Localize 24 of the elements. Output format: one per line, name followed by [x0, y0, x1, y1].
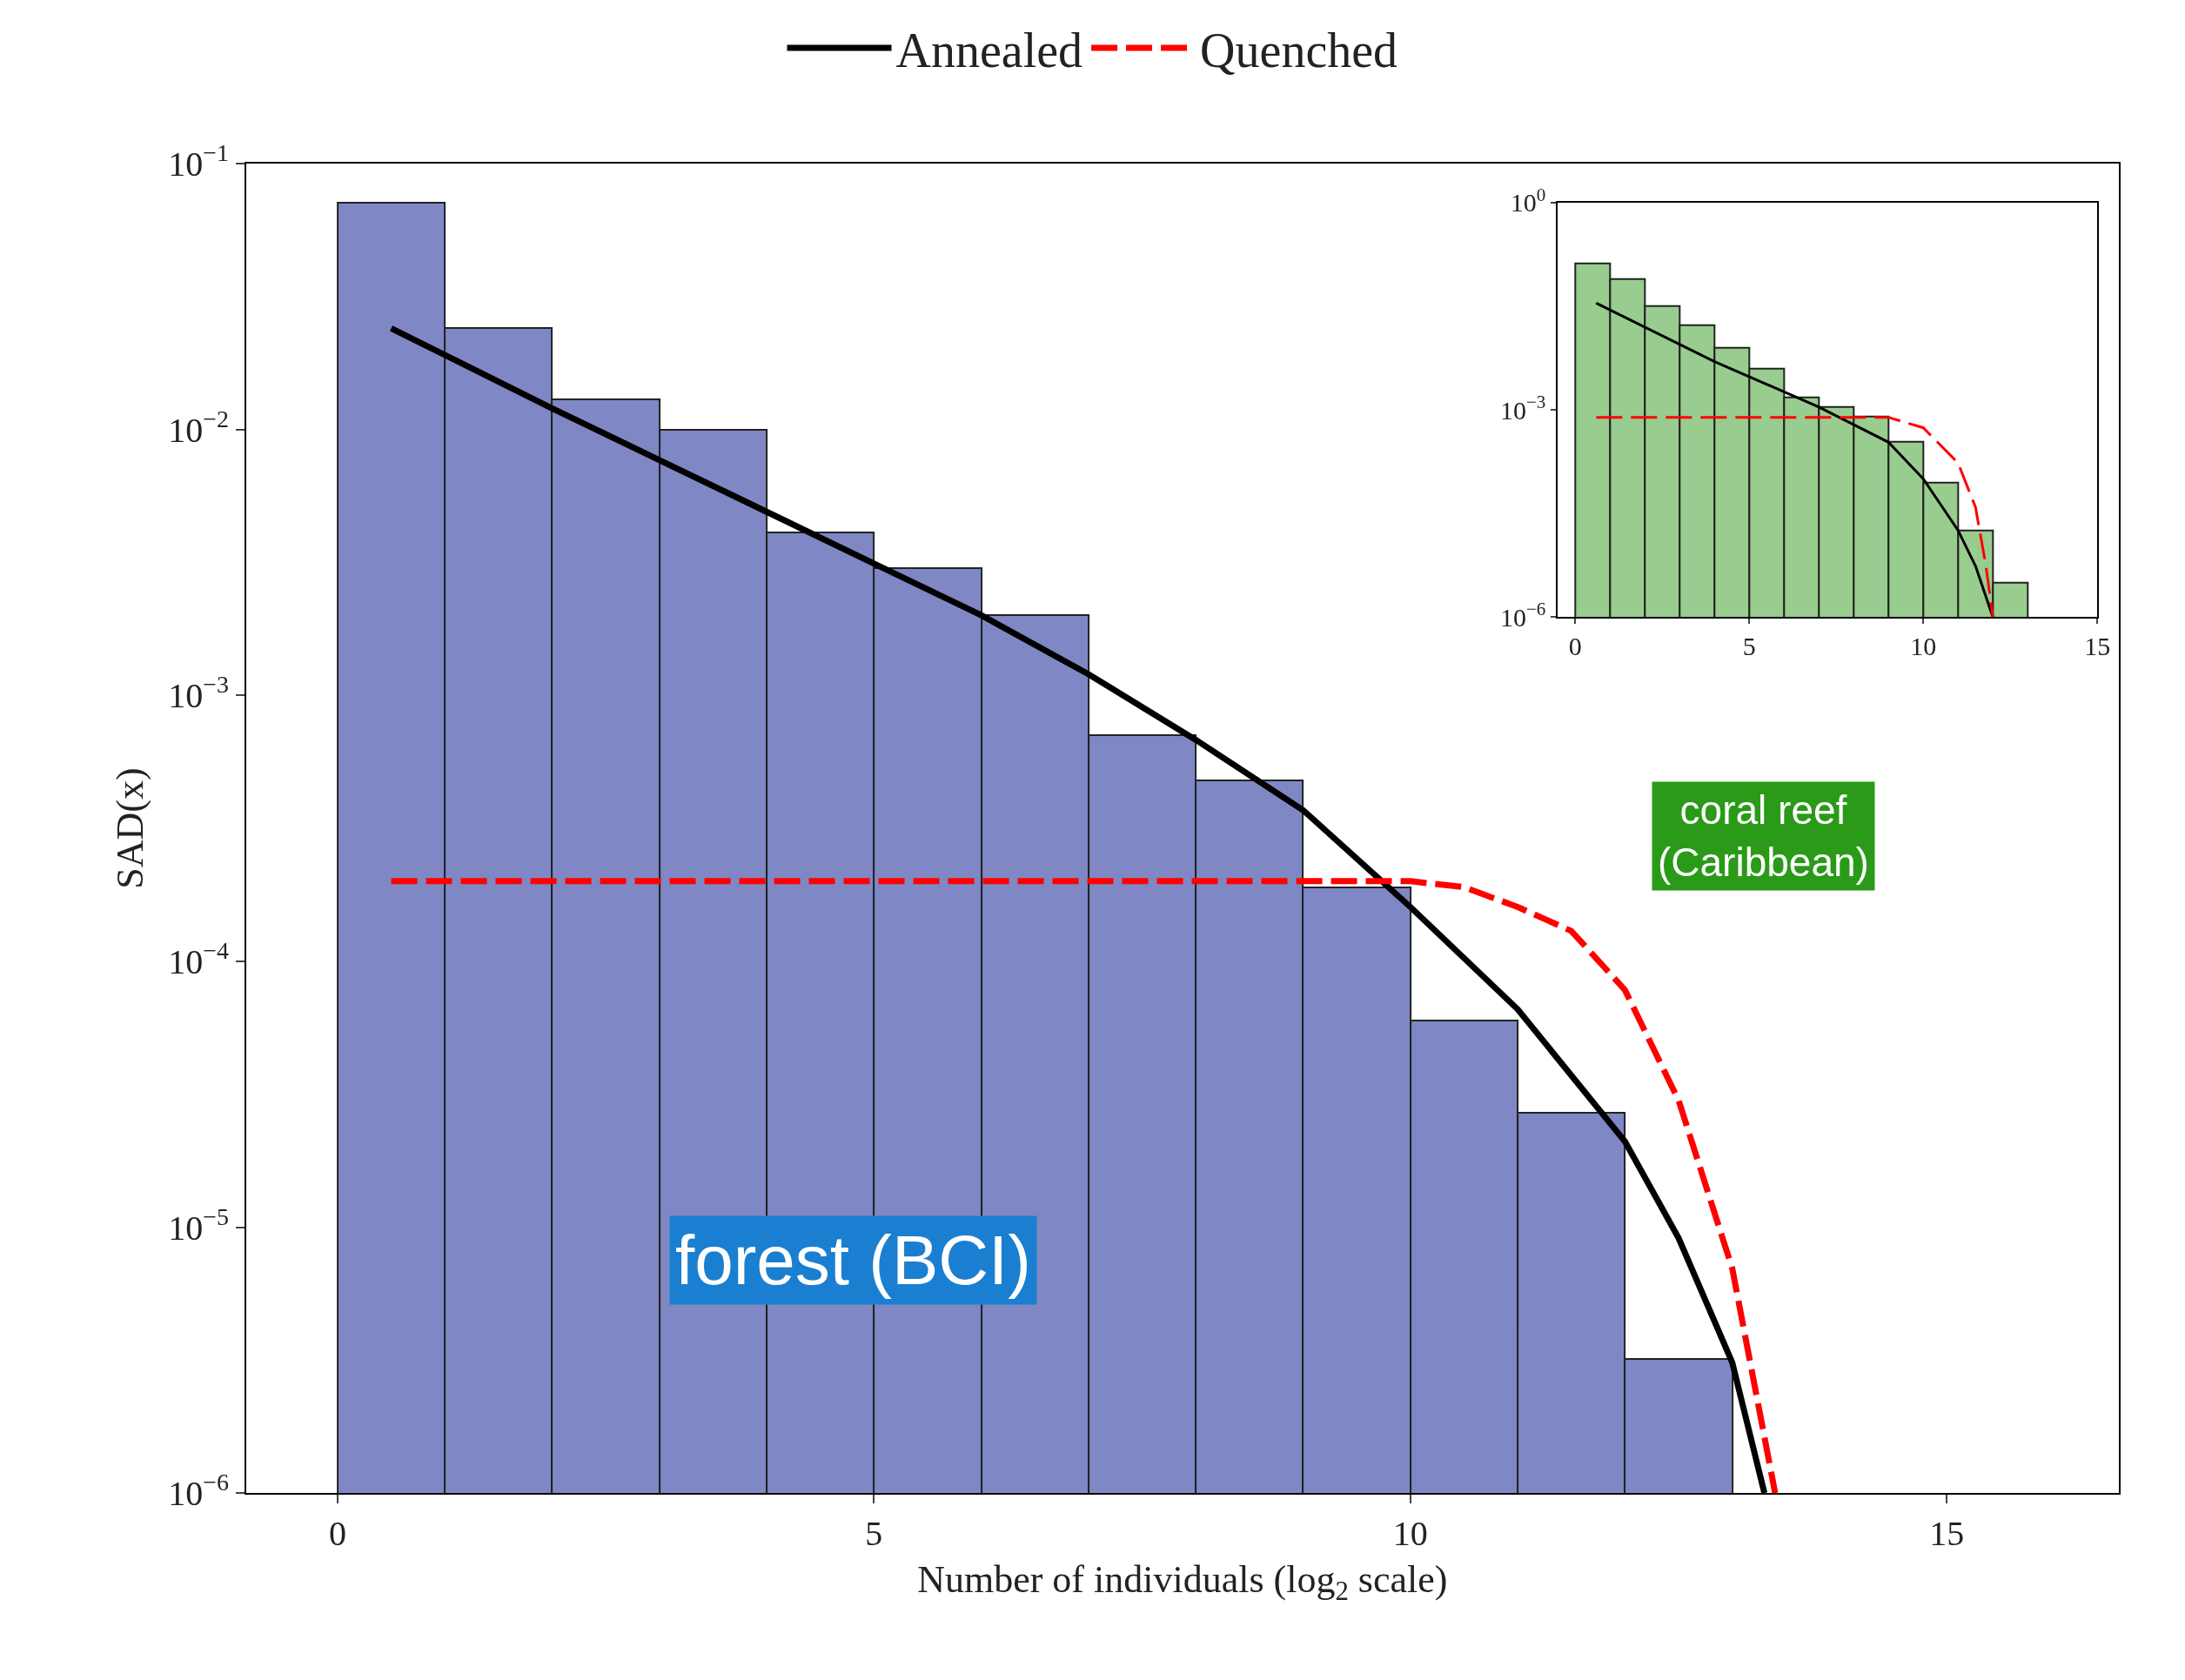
y-tick-label: 10$^{−3}$	[168, 671, 230, 716]
y-tick-label: 10$^{−6}$	[1499, 599, 1546, 632]
annotation: forest (BCI)	[675, 1222, 1031, 1299]
legend-label: Quenched	[1200, 23, 1398, 77]
y-tick-label: 10$^{−2}$	[168, 405, 230, 450]
x-axis-title: Number of individuals (log$_{2}$ scale)	[917, 1558, 1448, 1607]
y-tick-label: 10$^{−1}$	[168, 139, 230, 184]
y-tick-label: 10$^{0}$	[1510, 184, 1546, 218]
x-tick-label: 15	[1929, 1514, 1965, 1554]
x-tick-label: 0	[328, 1514, 346, 1554]
x-tick-label: 10	[1910, 632, 1937, 661]
x-tick-label: 0	[1568, 632, 1582, 661]
y-axis-title: SAD(x)	[108, 767, 151, 889]
y-tick-label: 10$^{−5}$	[168, 1202, 230, 1248]
x-tick-label: 5	[1742, 632, 1756, 661]
legend-label: Annealed	[895, 23, 1083, 77]
line-series	[1594, 416, 1994, 618]
annotation: coral reef (Caribbean)	[1658, 787, 1869, 885]
x-tick-label: 15	[2084, 632, 2111, 661]
x-tick-label: 5	[865, 1514, 883, 1554]
y-tick-label: 10$^{−4}$	[168, 937, 230, 981]
x-tick-label: 10	[1392, 1514, 1428, 1554]
y-tick-label: 10$^{−3}$	[1499, 391, 1546, 425]
y-tick-label: 10$^{−6}$	[168, 1469, 230, 1514]
